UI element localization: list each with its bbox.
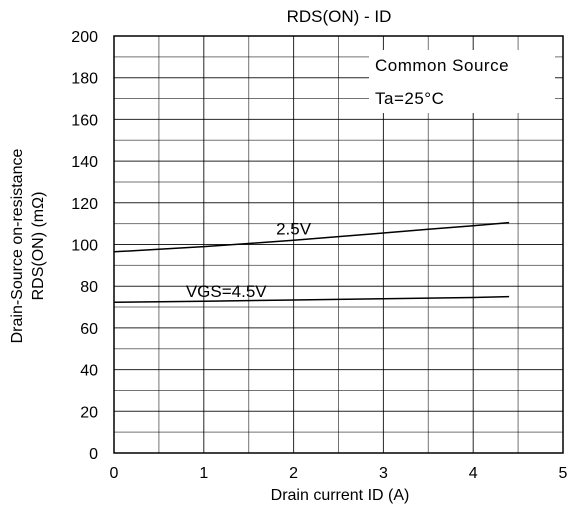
x-tick-label: 1: [199, 465, 208, 482]
legend-line-2: Ta=25°C: [375, 89, 444, 108]
x-tick-label: 4: [469, 465, 478, 482]
x-tick-label: 2: [289, 465, 298, 482]
legend-box: [369, 50, 555, 113]
y-tick-label: 180: [71, 71, 98, 88]
y-tick-labels: 0 20 40 60 80 100 120 140 160 180 200: [71, 29, 98, 463]
x-tick-label: 5: [559, 465, 568, 482]
chart-title: RDS(ON) - ID: [287, 7, 392, 26]
y-axis-label-line-1: Drain-Source on-resistance: [9, 149, 26, 344]
x-tick-label: 3: [379, 465, 388, 482]
x-tick-label: 0: [110, 465, 119, 482]
series-line-2: [113, 295, 510, 304]
y-tick-label: 0: [89, 446, 98, 463]
x-tick-labels: 0 1 2 3 4 5: [110, 465, 568, 482]
series-label-2: VGS=4.5V: [186, 282, 267, 301]
y-tick-label: 60: [80, 321, 98, 338]
y-tick-label: 120: [71, 196, 98, 213]
series-label-1: 2.5V: [276, 219, 312, 238]
y-tick-label: 160: [71, 112, 98, 129]
plot-frame: [113, 35, 564, 454]
series-line-1: [113, 221, 510, 253]
series-group: 2.5V VGS=4.5V: [113, 219, 510, 304]
y-axis-label-line-2: RDS(ON) (mΩ): [30, 192, 47, 301]
x-axis-label: Drain current ID (A): [271, 487, 410, 504]
y-tick-label: 80: [80, 279, 98, 296]
y-tick-label: 40: [80, 363, 98, 380]
y-tick-label: 100: [71, 238, 98, 255]
y-tick-label: 20: [80, 404, 98, 421]
y-tick-label: 200: [71, 29, 98, 46]
legend-line-1: Common Source: [375, 56, 509, 75]
y-tick-label: 140: [71, 154, 98, 171]
